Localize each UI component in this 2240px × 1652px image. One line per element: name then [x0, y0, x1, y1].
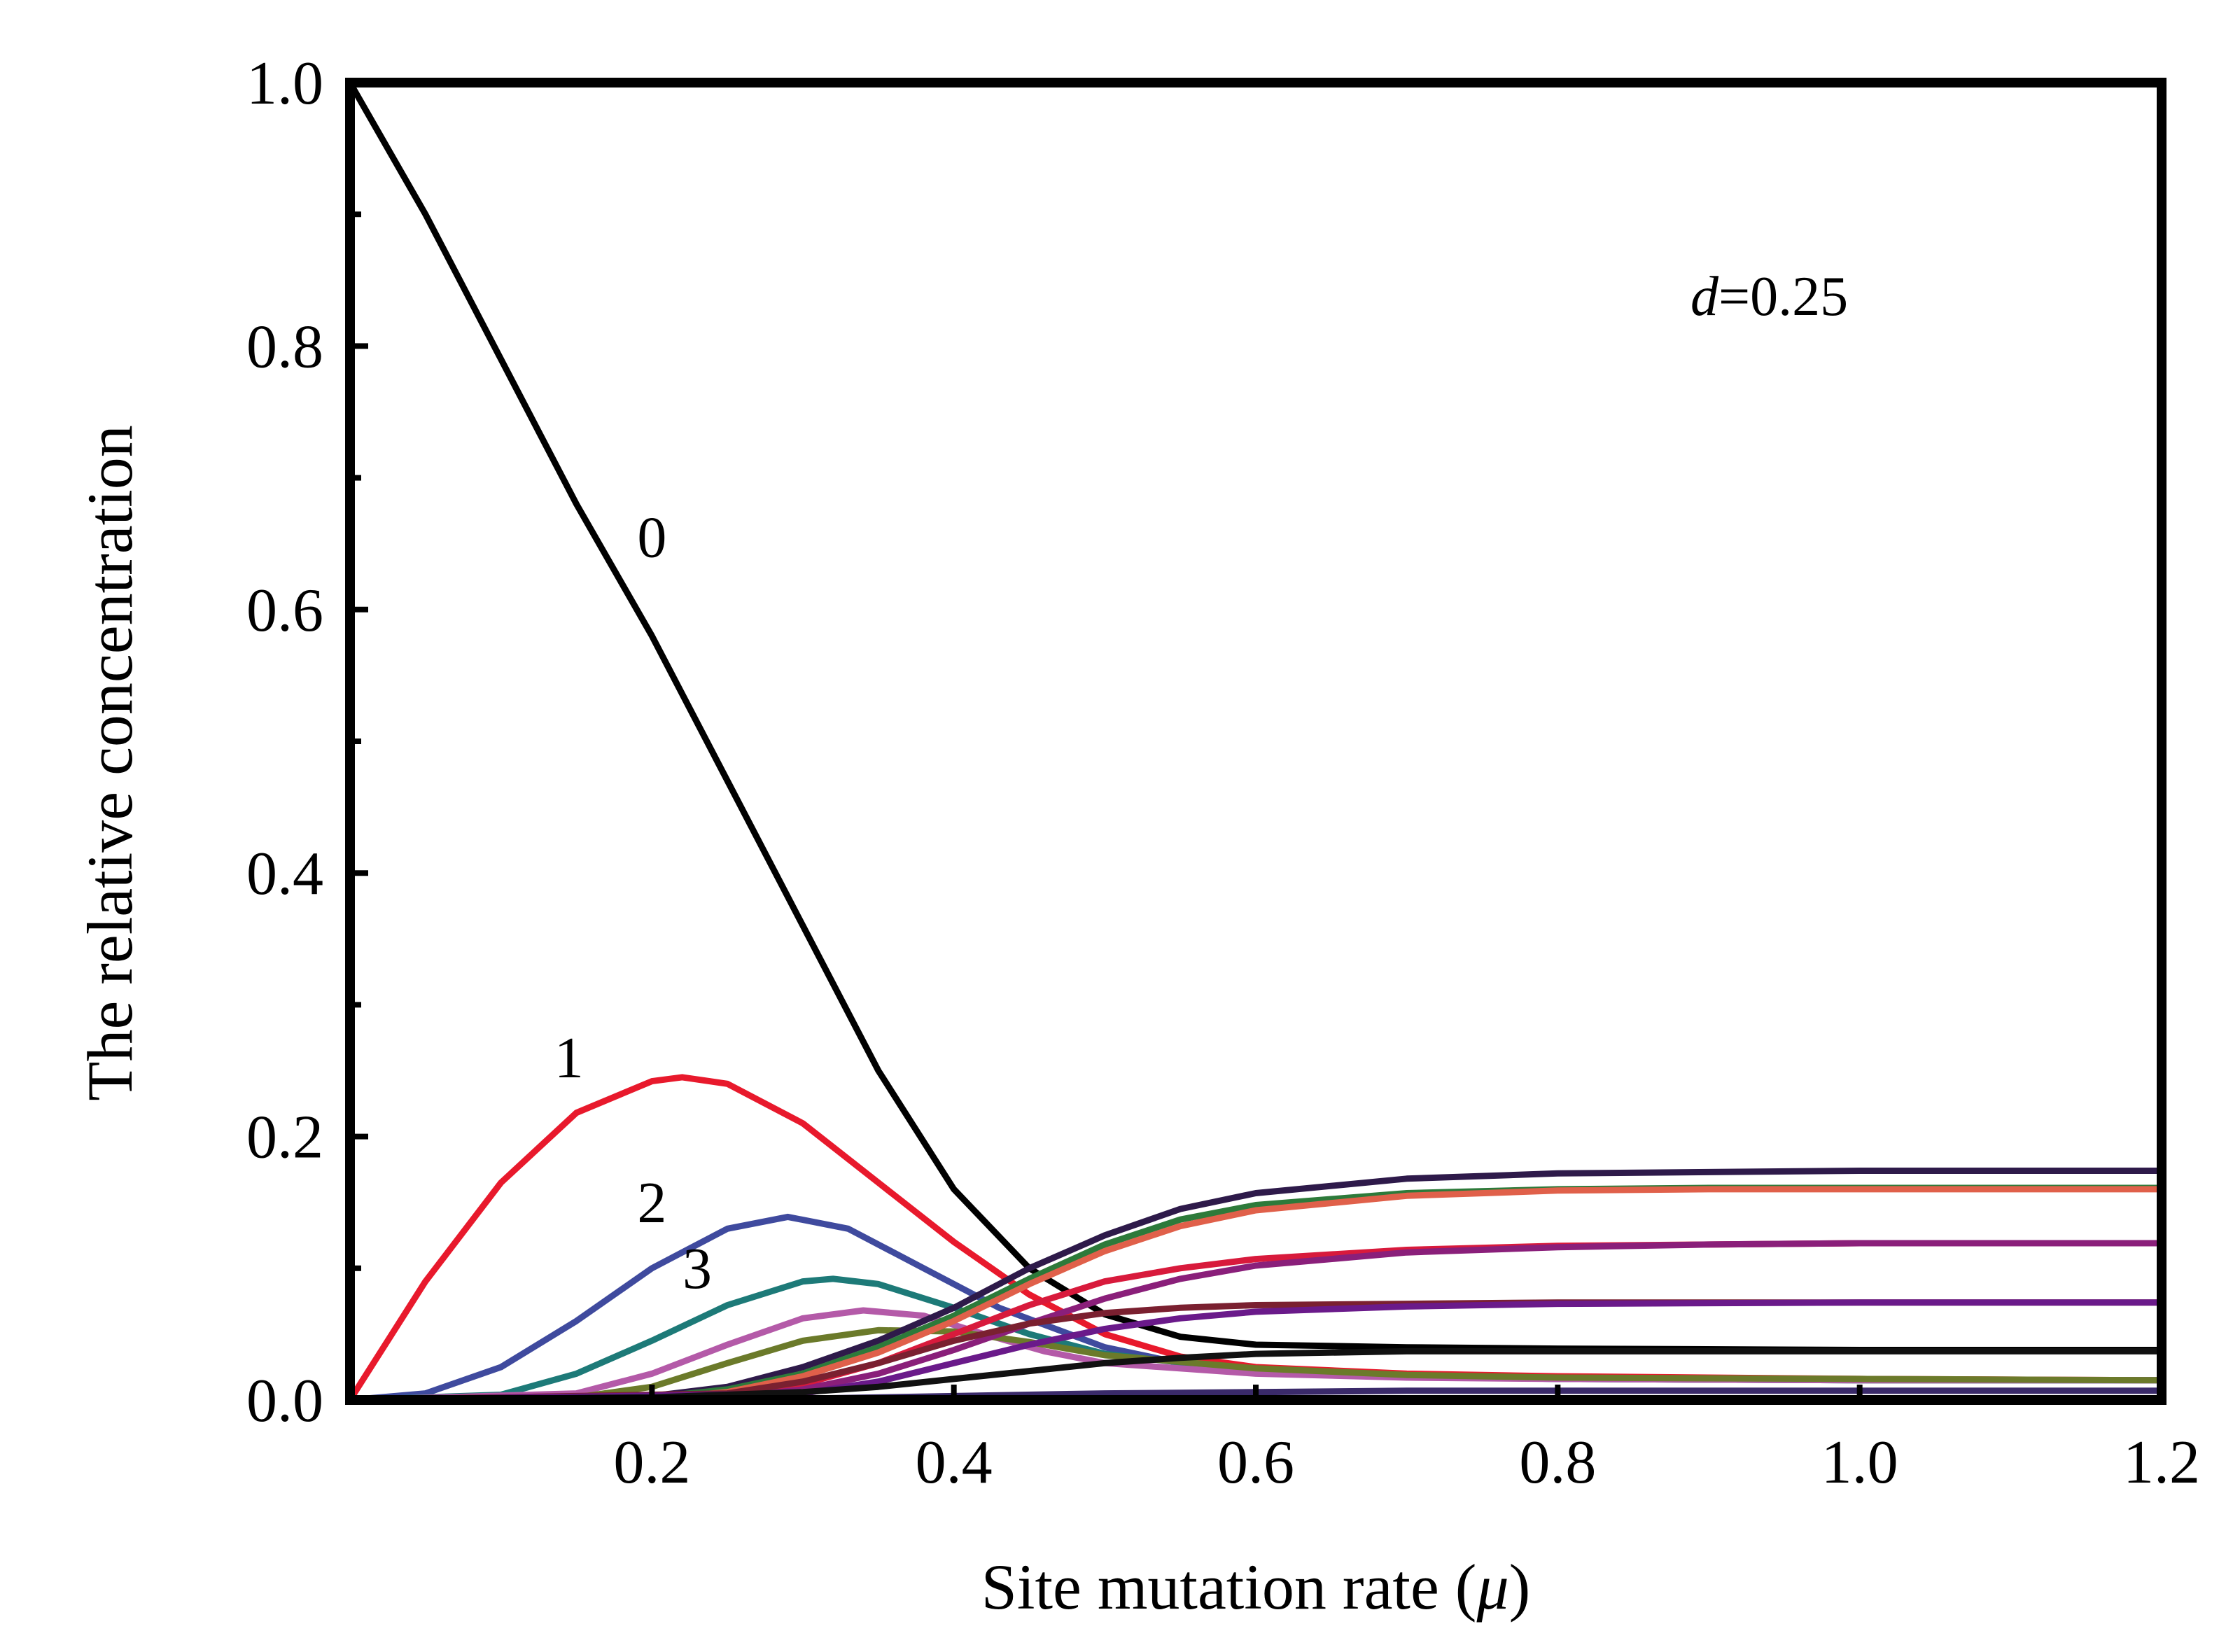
- series-line-10: [346, 1240, 2165, 1404]
- series-line-13: [346, 1348, 2165, 1404]
- y-tick-label-2: 0.4: [246, 840, 323, 908]
- curve-label-layer: 0 1 23: [554, 505, 712, 1302]
- series-line-6: [346, 1168, 2165, 1404]
- curve-label-2: 2: [637, 1170, 666, 1236]
- x-tick-label-5: 1.2: [2123, 1429, 2200, 1497]
- y-tick-label-4: 0.8: [246, 313, 323, 381]
- curve-label-1: 1: [554, 1026, 584, 1091]
- x-tick-label-3: 0.8: [1519, 1429, 1596, 1497]
- annotation-d: d=0.25: [1690, 266, 1848, 328]
- y-tick-label-0: 0.0: [246, 1367, 323, 1435]
- x-axis-label: Site mutation rate (μ): [981, 1551, 1531, 1623]
- tick-layer: 0.2 0.4 0.6 0.8 1.0 1.2 0.0 0.2 0.4 0.6 0.8 1.0: [246, 50, 2200, 1497]
- x-tick-label-4: 1.0: [1821, 1429, 1898, 1497]
- series-line-12: [346, 1299, 2165, 1404]
- y-tick-label-3: 0.6: [246, 577, 323, 645]
- x-tick-label-2: 0.6: [1217, 1429, 1294, 1497]
- series-layer: [346, 79, 2165, 1404]
- y-axis-label: The relative concentration: [74, 425, 146, 1101]
- x-tick-label-1: 0.4: [916, 1429, 993, 1497]
- series-line-0: [346, 79, 2165, 1353]
- curve-label-3: 3: [682, 1236, 712, 1301]
- y-tick-label-1: 0.2: [246, 1104, 323, 1172]
- annotation-value: =0.25: [1718, 266, 1848, 328]
- x-tick-label-0: 0.2: [613, 1429, 690, 1497]
- x-axis-label-symbol: μ: [1476, 1551, 1508, 1623]
- annotation-symbol: d: [1690, 266, 1719, 328]
- y-tick-label-5: 1.0: [246, 50, 323, 118]
- curve-label-0: 0: [637, 505, 666, 570]
- x-axis-label-text: Site mutation rate (: [981, 1551, 1477, 1623]
- x-axis-label-close: ): [1509, 1551, 1531, 1623]
